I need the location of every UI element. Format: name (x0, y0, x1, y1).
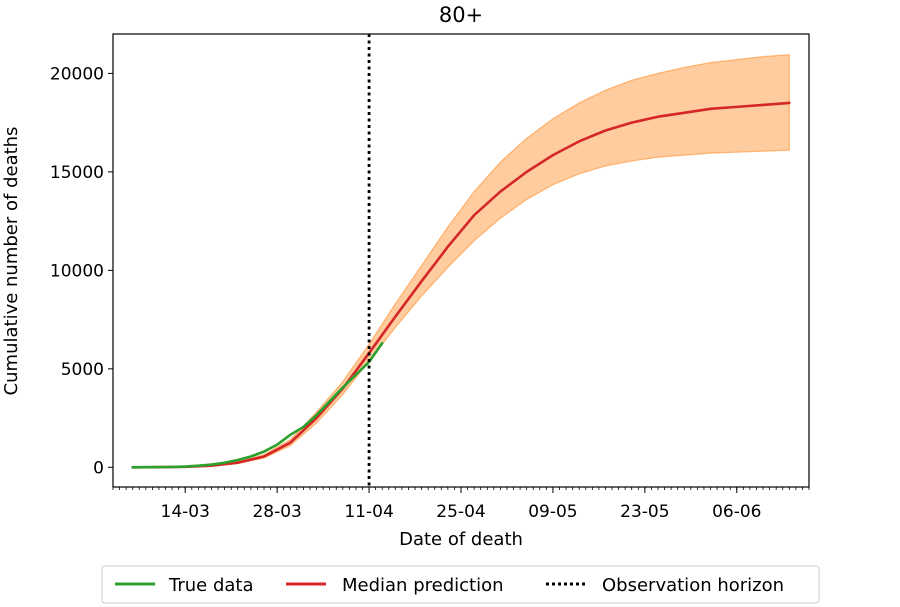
chart-title: 80+ (439, 3, 483, 27)
y-tick-label: 5000 (61, 360, 104, 380)
prediction-band (132, 54, 790, 468)
legend-label-true-data: True data (168, 575, 254, 596)
y-tick-label: 0 (93, 458, 104, 478)
y-tick-label: 15000 (50, 163, 104, 183)
x-tick-label: 09-05 (528, 502, 577, 522)
x-tick-label: 14-03 (161, 502, 210, 522)
x-axis-label: Date of death (399, 529, 523, 550)
x-tick-label: 23-05 (620, 502, 669, 522)
y-tick-label: 10000 (50, 261, 104, 281)
legend-label-observation-horizon: Observation horizon (602, 575, 784, 596)
legend-box (101, 565, 820, 604)
x-tick-label: 25-04 (436, 502, 485, 522)
x-tick-label: 11-04 (344, 502, 393, 522)
y-axis-label: Cumulative number of deaths (1, 127, 22, 396)
x-tick-label: 28-03 (252, 502, 301, 522)
y-tick-label: 20000 (50, 64, 104, 84)
legend-label-median-prediction: Median prediction (342, 575, 504, 596)
legend: True data Median prediction Observation … (101, 565, 820, 604)
x-tick-label: 06-06 (712, 502, 761, 522)
plot-area: 0 5000 10000 15000 20000 14-03 28-03 11-04 25-04… (50, 33, 810, 522)
series-line-median-prediction (131, 101, 791, 469)
series-line-true-data (131, 341, 384, 469)
